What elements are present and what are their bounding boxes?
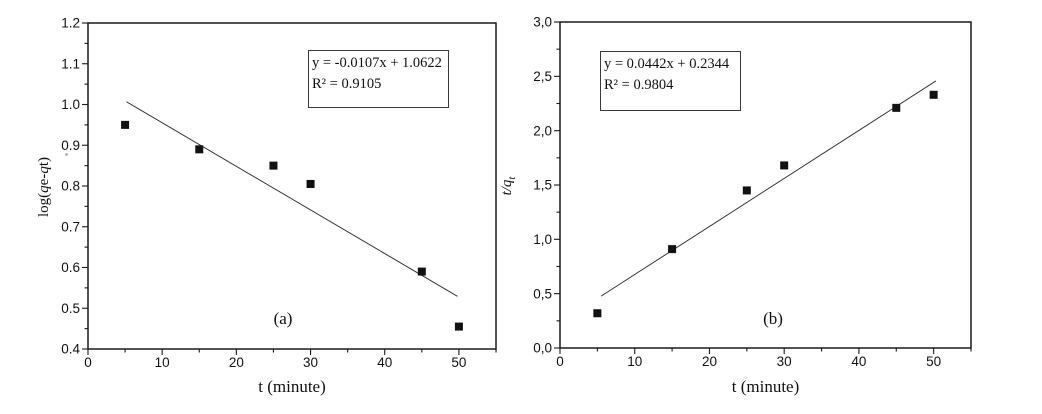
panel-label-a: (a) (273, 309, 293, 328)
ylabel-a: log(qe-qt) (36, 84, 56, 290)
y-tick-label: 0.7 (61, 219, 80, 234)
y-tick-label: 1.1 (61, 56, 80, 71)
x-tick-label: 50 (926, 354, 941, 369)
x-tick-label: 0 (84, 355, 92, 370)
ylabel-part: log( (36, 192, 52, 217)
data-point (929, 90, 938, 99)
ylabel-part: e- (36, 173, 52, 186)
y-tick-label: 0.4 (61, 342, 80, 357)
x-tick-label: 40 (851, 354, 866, 369)
stray-dot-artifact (65, 153, 68, 156)
equation-box-a: y = -0.0107x + 1.0622 R² = 0.9105 (308, 50, 449, 108)
equation-b: y = 0.0442x + 0.2344 (604, 56, 730, 72)
x-tick-label: 20 (702, 354, 717, 369)
r-squared-b: R² = 0.9804 (604, 76, 674, 93)
xlabel-a: t (minute) (258, 377, 326, 396)
data-point (269, 161, 278, 170)
equation-a: y = -0.0107x + 1.0622 (312, 55, 442, 71)
y-tick-label: 1,5 (533, 178, 552, 193)
x-tick-label: 40 (377, 355, 392, 370)
x-tick-label: 30 (777, 354, 792, 369)
chart-a: 0 10 20 30 40 50 1.2 1.1 1.0 0.9 0.8 0.7 0.6 0.5 0.4 (61, 16, 497, 370)
ylabel-part: t (506, 176, 518, 180)
y-tick-label: 0.8 (61, 179, 80, 194)
ylabel-part: t) (36, 157, 52, 167)
r-squared-a: R² = 0.9105 (312, 75, 382, 92)
axis-ticks (554, 21, 972, 354)
x-tick-label: 10 (155, 355, 170, 370)
x-tick-label: 30 (303, 355, 318, 370)
chart-b: 0 10 20 30 40 50 3,0 2,5 2,0 1,5 1,0 0,5 0,0 (533, 15, 972, 369)
x-tick-label: 50 (451, 355, 466, 370)
y-tick-label: 0,5 (533, 286, 552, 301)
x-tick-label: 20 (229, 355, 244, 370)
y-tick-label: 0.6 (61, 260, 80, 275)
y-tick-label: 1.2 (61, 16, 80, 31)
data-point (593, 309, 602, 318)
trendline (600, 80, 937, 297)
panel-label-b: (b) (763, 309, 783, 328)
data-point (417, 267, 426, 276)
data-point (780, 161, 789, 170)
y-tick-label: 2,0 (533, 123, 552, 138)
data-points (121, 120, 463, 331)
data-point (892, 103, 901, 112)
tick-labels: 0 10 20 30 40 50 1.2 1.1 1.0 0.9 0.8 0.7 0.6 0.5 0.4 (61, 16, 466, 370)
data-point (195, 145, 204, 154)
data-point (454, 322, 463, 331)
y-tick-label: 0.9 (61, 138, 80, 153)
y-tick-label: 0,0 (533, 341, 552, 356)
ylabel-part: q (36, 166, 52, 174)
xlabel-b: t (minute) (731, 377, 800, 396)
y-tick-label: 1,0 (533, 232, 552, 247)
data-point (306, 179, 315, 188)
x-tick-label: 10 (627, 354, 642, 369)
data-points (593, 90, 938, 318)
ylabel-b: t/qt (499, 84, 519, 288)
equation-box-b: y = 0.0442x + 0.2344 R² = 0.9804 (600, 51, 741, 111)
trendline (126, 101, 458, 297)
data-point (742, 186, 751, 195)
x-tick-label: 0 (556, 354, 564, 369)
ylabel-part: t/q (499, 179, 515, 196)
axis-ticks (82, 22, 497, 355)
y-tick-label: 1.0 (61, 97, 80, 112)
data-point (668, 245, 677, 254)
ylabel-part: q (36, 185, 52, 193)
y-tick-label: 0.5 (61, 301, 80, 316)
y-tick-label: 2,5 (533, 69, 552, 84)
y-tick-label: 3,0 (533, 15, 552, 30)
data-point (121, 120, 130, 129)
tick-labels: 0 10 20 30 40 50 3,0 2,5 2,0 1,5 1,0 0,5 0,0 (533, 15, 941, 369)
